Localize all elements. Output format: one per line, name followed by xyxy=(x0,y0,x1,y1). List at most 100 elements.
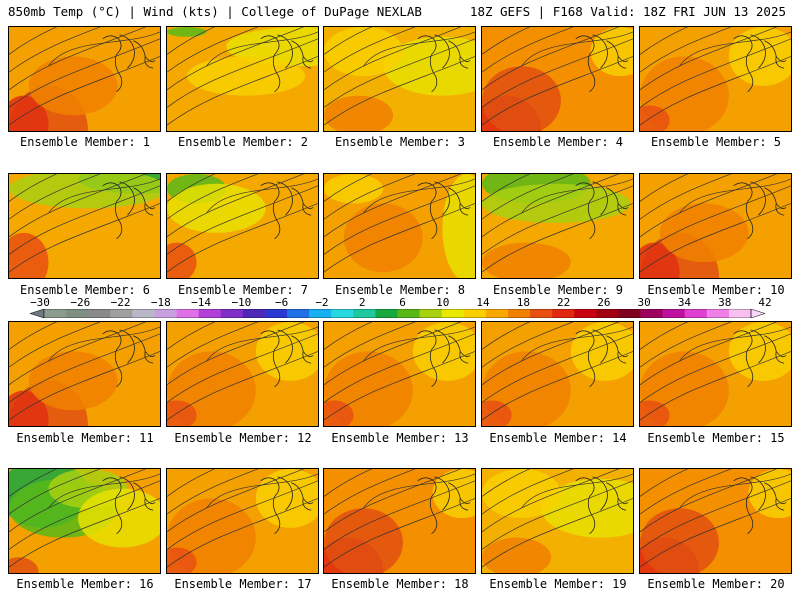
colorbar-swatch xyxy=(662,309,686,318)
colorbar-tick-label: 18 xyxy=(516,296,530,309)
ensemble-map-panel xyxy=(323,173,476,279)
temperature-field-map xyxy=(324,27,475,131)
colorbar-swatch xyxy=(574,309,597,318)
ensemble-member-label: Ensemble Member: 6 xyxy=(19,283,151,297)
temperature-field-map xyxy=(167,322,318,426)
ensemble-map-panel xyxy=(481,468,634,574)
ensemble-member-label: Ensemble Member: 11 xyxy=(16,431,154,445)
colorbar-swatch xyxy=(618,309,641,318)
colorbar-swatch xyxy=(530,309,553,318)
colorbar-tick-label: 42 xyxy=(758,296,772,309)
ensemble-map-panel xyxy=(166,468,319,574)
colorbar-tick-label: 26 xyxy=(597,296,611,309)
ensemble-member-label: Ensemble Member: 9 xyxy=(492,283,624,297)
colorbar-swatch xyxy=(353,309,376,318)
ensemble-member-label: Ensemble Member: 16 xyxy=(16,577,154,591)
ensemble-member-label: Ensemble Member: 15 xyxy=(647,431,785,445)
ensemble-map-panel xyxy=(481,321,634,427)
ensemble-map-panel xyxy=(166,321,319,427)
colorbar-swatch xyxy=(88,309,111,318)
colorbar-swatch xyxy=(331,309,354,318)
ensemble-member-label: Ensemble Member: 8 xyxy=(334,283,466,297)
ensemble-map-panel xyxy=(639,321,792,427)
ensemble-member-label: Ensemble Member: 17 xyxy=(174,577,312,591)
temperature-field-map xyxy=(482,27,633,131)
colorbar-swatch xyxy=(132,309,155,318)
ensemble-map-panel xyxy=(8,321,161,427)
colorbar-swatch xyxy=(176,309,199,318)
colorbar-arrow-left xyxy=(30,309,45,318)
ensemble-member-label: Ensemble Member: 10 xyxy=(647,283,785,297)
colorbar-swatch xyxy=(419,309,442,318)
ensemble-member-label: Ensemble Member: 14 xyxy=(489,431,627,445)
colorbar-swatch xyxy=(706,309,730,318)
ensemble-map-panel xyxy=(8,173,161,279)
temperature-field-map xyxy=(324,322,475,426)
temperature-field-map xyxy=(324,174,475,278)
chart-title: 850mb Temp (°C) | Wind (kts) | College o… xyxy=(8,4,422,19)
temperature-field-map xyxy=(324,469,475,573)
ensemble-member-label: Ensemble Member: 4 xyxy=(492,135,624,149)
colorbar-tick-label: −22 xyxy=(110,296,131,309)
ensemble-map-panel xyxy=(639,468,792,574)
temperature-field-map xyxy=(482,322,633,426)
ensemble-member-label: Ensemble Member: 5 xyxy=(650,135,782,149)
temperature-field-map xyxy=(167,27,318,131)
colorbar-tick-label: −18 xyxy=(150,296,171,309)
colorbar-tick-label: −10 xyxy=(231,296,252,309)
colorbar-swatch xyxy=(485,309,509,318)
colorbar-tick-label: −14 xyxy=(191,296,212,309)
colorbar-swatch xyxy=(242,309,266,318)
temperature-field-map xyxy=(640,174,791,278)
model-run-info: 18Z GEFS | F168 Valid: 18Z FRI JUN 13 20… xyxy=(469,4,786,19)
ensemble-member-label: Ensemble Member: 13 xyxy=(331,431,469,445)
colorbar-swatch xyxy=(66,309,89,318)
ensemble-map-panel xyxy=(166,26,319,132)
colorbar-swatch xyxy=(728,309,752,318)
colorbar-labels: −30 −26 −22 −18 −14 −10 −6 −2 2 6 10 14 18 22 26 30 34 38… xyxy=(0,296,800,309)
temperature-field-map xyxy=(482,469,633,573)
colorbar-swatch xyxy=(154,309,177,318)
temperature-field-map xyxy=(9,27,160,131)
colorbar-swatch xyxy=(552,309,575,318)
colorbar-swatch xyxy=(220,309,244,318)
colorbar-tick-label: 34 xyxy=(677,296,692,309)
colorbar-swatch xyxy=(640,309,663,318)
colorbar-swatch xyxy=(463,309,487,318)
colorbar-swatch xyxy=(507,309,531,318)
ensemble-member-label: Ensemble Member: 2 xyxy=(177,135,309,149)
ensemble-member-label: Ensemble Member: 20 xyxy=(647,577,785,591)
ensemble-member-label: Ensemble Member: 19 xyxy=(489,577,627,591)
temperature-field-map xyxy=(167,174,318,278)
colorbar-swatch xyxy=(198,309,222,318)
ensemble-member-label: Ensemble Member: 1 xyxy=(19,135,151,149)
colorbar-tick-label: −26 xyxy=(70,296,91,309)
colorbar-swatch xyxy=(287,309,310,318)
colorbar-tick-label: 38 xyxy=(718,296,732,309)
colorbar-tick-label: 30 xyxy=(637,296,651,309)
ensemble-map-panel xyxy=(166,173,319,279)
colorbar-tick-label: 6 xyxy=(399,296,406,309)
temperature-field-map xyxy=(640,27,791,131)
ensemble-member-label: Ensemble Member: 7 xyxy=(177,283,309,297)
colorbar-swatch xyxy=(264,309,288,318)
ensemble-map-panel xyxy=(8,26,161,132)
temperature-field-map xyxy=(640,322,791,426)
ensemble-map-panel xyxy=(323,321,476,427)
ensemble-map-panel xyxy=(639,26,792,132)
ensemble-map-panel xyxy=(323,26,476,132)
ensemble-map-panel xyxy=(481,173,634,279)
colorbar-swatch xyxy=(375,309,398,318)
ensemble-map-panel xyxy=(639,173,792,279)
ensemble-map-panel xyxy=(481,26,634,132)
ensemble-member-label: Ensemble Member: 3 xyxy=(334,135,466,149)
colorbar-arrow-right xyxy=(750,309,765,318)
colorbar-tick-label: −30 xyxy=(30,296,50,309)
colorbar-swatch xyxy=(397,309,420,318)
colorbar-swatch xyxy=(684,309,708,318)
colorbar-tick-label: 14 xyxy=(476,296,490,309)
ensemble-member-label: Ensemble Member: 12 xyxy=(174,431,312,445)
ensemble-map-panel xyxy=(323,468,476,574)
colorbar-tick-label: 10 xyxy=(436,296,450,309)
temperature-field-map xyxy=(482,174,633,278)
